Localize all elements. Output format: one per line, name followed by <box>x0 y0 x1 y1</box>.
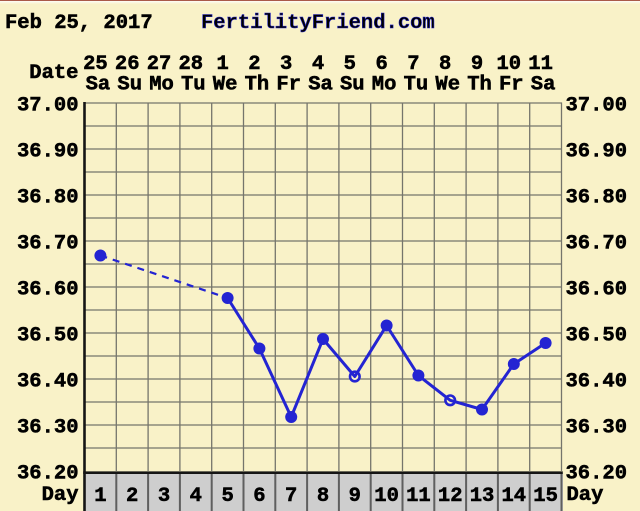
svg-text:5: 5 <box>221 485 233 508</box>
svg-text:12: 12 <box>438 485 463 508</box>
svg-text:28: 28 <box>178 53 203 76</box>
svg-text:36.70: 36.70 <box>17 233 79 256</box>
svg-text:Fr: Fr <box>276 74 301 97</box>
svg-text:Date: Date <box>29 62 78 85</box>
svg-text:Day: Day <box>567 484 604 507</box>
svg-text:36.90: 36.90 <box>566 141 628 164</box>
svg-text:Tu: Tu <box>181 74 206 97</box>
svg-text:36.60: 36.60 <box>566 279 628 302</box>
svg-text:10: 10 <box>374 485 399 508</box>
svg-text:Day: Day <box>42 484 79 507</box>
svg-text:Sa: Sa <box>308 74 333 97</box>
svg-text:11: 11 <box>406 485 431 508</box>
svg-text:FertilityFriend.com: FertilityFriend.com <box>201 12 435 35</box>
svg-text:Su: Su <box>117 74 142 97</box>
svg-text:8: 8 <box>439 53 451 76</box>
svg-text:Sa: Sa <box>531 74 556 97</box>
svg-text:Su: Su <box>340 74 365 97</box>
svg-text:36.70: 36.70 <box>566 233 628 256</box>
svg-text:8: 8 <box>317 485 329 508</box>
svg-text:Fr: Fr <box>499 74 524 97</box>
svg-text:1: 1 <box>216 53 228 76</box>
svg-text:7: 7 <box>285 485 297 508</box>
svg-text:2: 2 <box>126 485 138 508</box>
svg-text:37.00: 37.00 <box>17 95 79 118</box>
svg-text:9: 9 <box>349 485 361 508</box>
svg-text:11: 11 <box>528 53 553 76</box>
svg-text:10: 10 <box>496 53 521 76</box>
svg-text:1: 1 <box>94 485 106 508</box>
svg-text:3: 3 <box>158 485 170 508</box>
svg-text:4: 4 <box>190 485 202 508</box>
svg-text:Feb 25, 2017: Feb 25, 2017 <box>5 12 153 35</box>
svg-text:36.40: 36.40 <box>566 371 628 394</box>
svg-text:36.80: 36.80 <box>566 187 628 210</box>
svg-text:Sa: Sa <box>86 74 111 97</box>
svg-text:4: 4 <box>312 53 324 76</box>
svg-text:7: 7 <box>407 53 419 76</box>
svg-text:3: 3 <box>280 53 292 76</box>
svg-text:6: 6 <box>253 485 265 508</box>
svg-text:36.60: 36.60 <box>17 279 79 302</box>
svg-text:We: We <box>213 74 238 97</box>
svg-text:Mo: Mo <box>372 74 397 97</box>
svg-text:15: 15 <box>533 485 558 508</box>
svg-text:We: We <box>435 74 460 97</box>
svg-text:36.30: 36.30 <box>566 417 628 440</box>
svg-text:26: 26 <box>115 53 140 76</box>
svg-text:Th: Th <box>245 74 270 97</box>
svg-text:36.20: 36.20 <box>17 463 79 486</box>
svg-text:25: 25 <box>83 53 108 76</box>
svg-text:27: 27 <box>147 53 172 76</box>
svg-text:36.30: 36.30 <box>17 417 79 440</box>
svg-text:36.80: 36.80 <box>17 187 79 210</box>
svg-text:36.20: 36.20 <box>566 463 628 486</box>
svg-text:37.00: 37.00 <box>566 95 628 118</box>
svg-text:9: 9 <box>471 53 483 76</box>
svg-text:2: 2 <box>248 53 260 76</box>
svg-text:Mo: Mo <box>149 74 174 97</box>
svg-text:36.50: 36.50 <box>566 325 628 348</box>
svg-text:Th: Th <box>467 74 492 97</box>
svg-text:36.90: 36.90 <box>17 141 79 164</box>
svg-text:36.50: 36.50 <box>17 325 79 348</box>
svg-text:5: 5 <box>344 53 356 76</box>
svg-text:Tu: Tu <box>404 74 429 97</box>
svg-text:6: 6 <box>375 53 387 76</box>
svg-text:36.40: 36.40 <box>17 371 79 394</box>
svg-text:13: 13 <box>470 485 495 508</box>
svg-text:14: 14 <box>501 485 526 508</box>
